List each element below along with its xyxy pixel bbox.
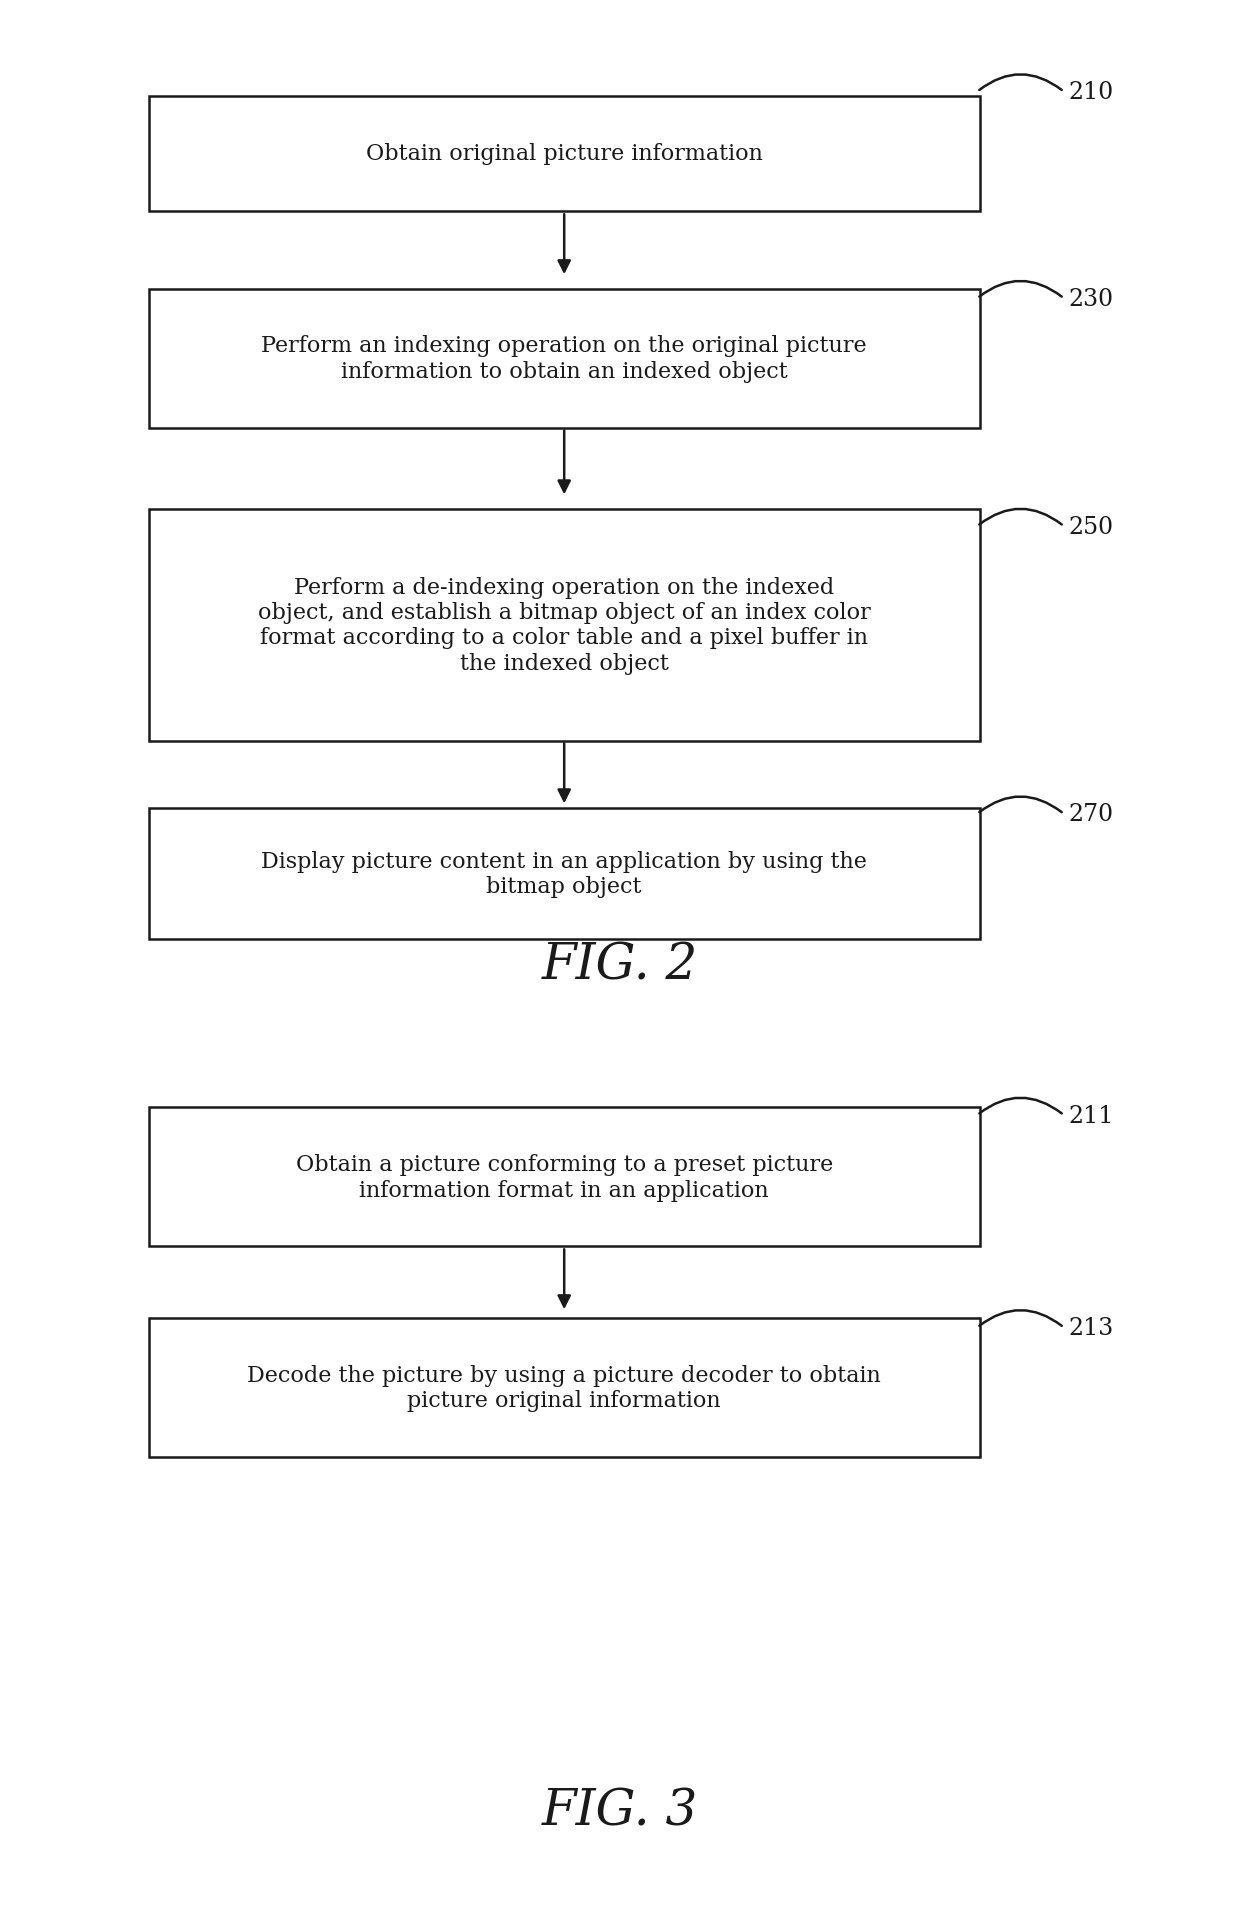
Text: Decode the picture by using a picture decoder to obtain
picture original informa: Decode the picture by using a picture de… [247,1365,882,1411]
Text: 270: 270 [1069,803,1114,826]
Bar [149,510,980,741]
Text: Obtain a picture conforming to a preset picture
information format in an applica: Obtain a picture conforming to a preset … [295,1154,833,1200]
Bar [149,96,980,212]
Text: 213: 213 [1069,1316,1114,1339]
Text: FIG. 3: FIG. 3 [542,1785,698,1835]
Text: 211: 211 [1069,1104,1115,1127]
Text: FIG. 2: FIG. 2 [542,940,698,990]
Text: 250: 250 [1069,515,1114,538]
Text: 230: 230 [1069,288,1114,311]
Text: 210: 210 [1069,81,1114,104]
Text: Display picture content in an application by using the
bitmap object: Display picture content in an applicatio… [262,851,867,897]
Bar [149,1108,980,1247]
Bar [149,809,980,940]
Bar [149,1318,980,1457]
Text: Perform an indexing operation on the original picture
information to obtain an i: Perform an indexing operation on the ori… [262,336,867,382]
Text: Perform a de-indexing operation on the indexed
object, and establish a bitmap ob: Perform a de-indexing operation on the i… [258,577,870,674]
Text: Obtain original picture information: Obtain original picture information [366,143,763,166]
Bar [149,290,980,428]
